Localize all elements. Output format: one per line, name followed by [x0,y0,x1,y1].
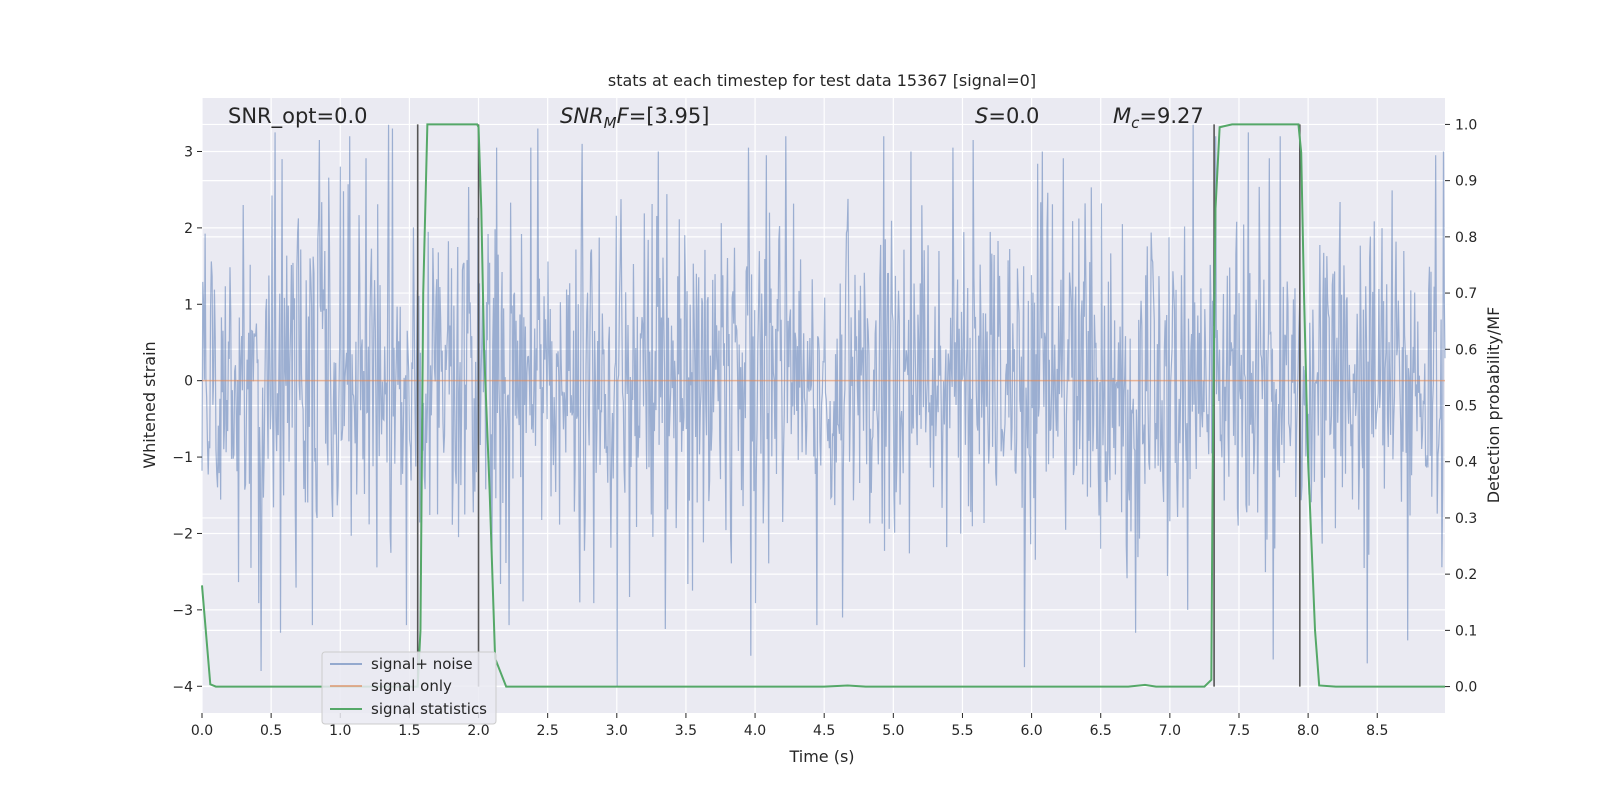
y-tick-label: −2 [172,526,193,542]
annotation-snr-mf-rest-italic: F [617,104,630,128]
annotation-s-base: S [975,104,988,128]
legend-label-signal-noise: signal+ noise [371,655,473,673]
y2-axis-label: Detection probability/MF [1484,307,1503,504]
legend-box [321,651,497,725]
legend-label-signal-statistics: signal statistics [371,700,487,718]
y-tick-label: −1 [172,450,193,466]
annotation-snr-mf-rest: =[3.95] [629,104,710,128]
y2-tick-label: 1.0 [1455,117,1477,133]
x-tick-label: 0.0 [191,723,213,739]
x-tick-label: 7.0 [1159,723,1181,739]
annotation-s-rest: =0.0 [988,104,1039,128]
y-tick-label: 1 [184,297,193,313]
y2-tick-label: 0.9 [1455,174,1477,190]
axes: 0.0 0.5 1.0 1.5 2.0 2.5 3.0 3.5 4.0 4.5 5.0 5.5 6.0 6… [172,117,1477,739]
x-tick-label: 2.5 [537,723,559,739]
x-tick-label: 4.0 [744,723,766,739]
annotation-snr-mf-sub: M [604,114,617,132]
signal-noise-series [201,124,1446,687]
annotation-snr-mf: SNRMF=[3.95] [560,104,709,132]
x-axis-label: Time (s) [788,747,854,766]
x-tick-label: 1.0 [329,723,351,739]
x-tick-label: 7.5 [1228,723,1250,739]
y-axis-label: Whitened strain [140,341,159,468]
y2-tick-label: 0.7 [1455,286,1477,302]
x-tick-label: 0.5 [260,723,282,739]
annotation-snr-opt: SNR_opt=0.0 [228,104,368,129]
x-tick-label: 6.0 [1020,723,1042,739]
y2-tick-label: 0.2 [1455,567,1477,583]
y-tick-label: 0 [184,374,193,390]
chart-title: stats at each timestep for test data 153… [608,71,1036,90]
x-tick-label: 5.5 [951,723,973,739]
y-tick-label: −3 [172,603,193,619]
y2-tick-label: 0.1 [1455,623,1477,639]
y-tick-label: 3 [184,144,193,160]
y-tick-label: 2 [184,221,193,237]
x-tick-label: 3.0 [606,723,628,739]
x-tick-label: 6.5 [1090,723,1112,739]
y2-tick-label: 0.5 [1455,399,1477,415]
annotation-s: S=0.0 [975,104,1039,128]
x-tick-label: 5.0 [882,723,904,739]
annotation-mc-sub: c [1131,114,1140,132]
y2-tick-label: 0.4 [1455,455,1477,471]
y2-tick-label: 0.3 [1455,511,1477,527]
signal-noise-line [201,124,1446,687]
annotation-mc-base: M [1113,104,1131,128]
x-tick-label: 8.0 [1297,723,1319,739]
x-tick-label: 3.5 [675,723,697,739]
y2-tick-label: 0.0 [1455,680,1477,696]
y2-tick-label: 0.8 [1455,230,1477,246]
legend-label-signal-only: signal only [371,677,452,695]
y2-tick-label: 0.6 [1455,342,1477,358]
x-tick-label: 1.5 [398,723,420,739]
x-tick-label: 8.5 [1366,723,1388,739]
x-tick-label: 4.5 [813,723,835,739]
annotation-mc: Mc=9.27 [1113,104,1204,132]
legend: signal+ noise signal only signal statist… [321,651,497,725]
y-tick-label: −4 [172,679,193,695]
annotation-mc-rest: =9.27 [1139,104,1203,128]
annotation-snr-mf-base: SNR [560,104,604,128]
x-tick-label: 2.0 [467,723,489,739]
